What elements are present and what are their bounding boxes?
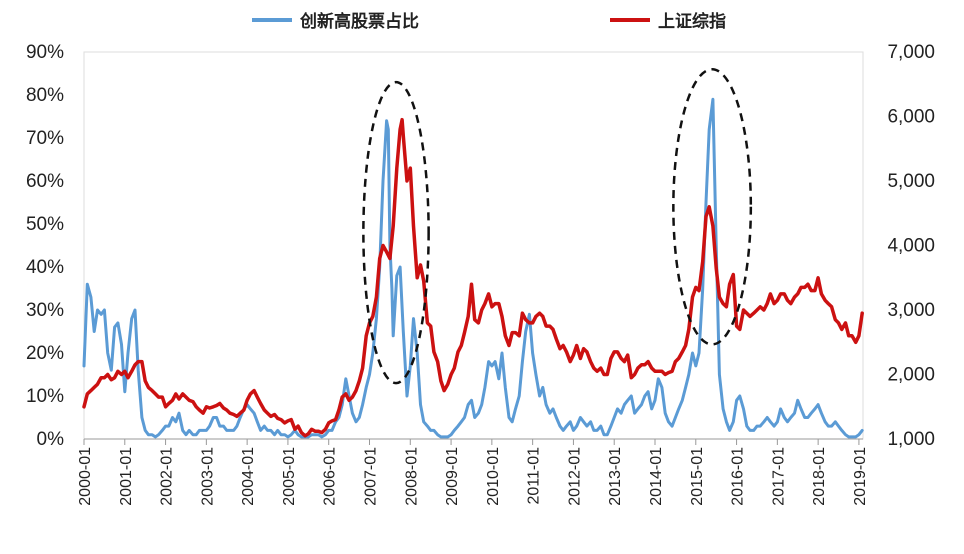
y-axis-left: 0% 10% 20% 30% 40% 50% 60% 70% 80% 90% [26,42,64,450]
legend-label-index: 上证综指 [658,11,726,32]
x-tick-label: 2008-01 [403,447,420,506]
x-tick-label: 2019-01 [852,447,869,506]
x-tick-label: 2002-01 [159,447,176,506]
x-tick-label: 2009-01 [444,447,461,506]
y-right-tick-label: 3,000 [887,300,935,321]
x-tick-label: 2015-01 [689,447,706,506]
x-tick-label: 2017-01 [770,447,787,506]
x-tick-label: 2006-01 [322,447,339,506]
y-left-tick-label: 50% [26,214,64,235]
x-tick-label: 2000-01 [77,447,94,506]
x-tick-label: 2007-01 [362,447,379,506]
x-tick-label: 2011-01 [526,447,543,505]
x-tick-label: 2003-01 [199,447,216,506]
y-left-tick-label: 80% [26,85,64,106]
y-left-tick-label: 40% [26,257,64,278]
series-layer [82,97,864,439]
legend-label-share: 创新高股票占比 [299,11,419,32]
y-left-tick-label: 90% [26,42,64,63]
x-tick-label: 2013-01 [607,447,624,506]
y-left-tick-label: 60% [26,171,64,192]
legend: 创新高股票占比 上证综指 [252,11,726,32]
x-tick-label: 2004-01 [240,447,257,506]
y-right-tick-label: 4,000 [887,236,935,257]
y-right-tick-label: 7,000 [887,42,935,63]
x-tick-label: 2018-01 [811,447,828,506]
series-line-share [82,97,864,439]
highlight-ellipse [672,67,753,346]
y-left-tick-label: 20% [26,343,64,364]
y-left-tick-label: 30% [26,300,64,321]
x-tick-label: 2016-01 [730,447,747,506]
annotation-layer [362,67,753,385]
x-tick-label: 2014-01 [648,447,665,506]
x-tick-label: 2012-01 [566,447,583,506]
y-right-tick-label: 5,000 [887,171,935,192]
y-left-tick-label: 70% [26,128,64,149]
x-tick-label: 2005-01 [281,447,298,506]
y-left-tick-label: 10% [26,386,64,407]
y-right-tick-label: 2,000 [887,365,935,386]
series-line-index [82,117,864,438]
y-axis-right: 1,000 2,000 3,000 4,000 5,000 6,000 7,000 [887,42,935,450]
y-right-tick-label: 6,000 [887,107,935,128]
y-left-tick-label: 0% [37,429,65,450]
x-axis: 2000-01 2001-01 2002-01 2003-01 2004-01 2005-… [77,439,869,506]
x-tick-label: 2010-01 [485,447,502,506]
highlight-ellipse [362,80,430,385]
y-right-tick-label: 1,000 [887,429,935,450]
plot-frame [83,51,864,440]
x-tick-label: 2001-01 [118,447,135,506]
